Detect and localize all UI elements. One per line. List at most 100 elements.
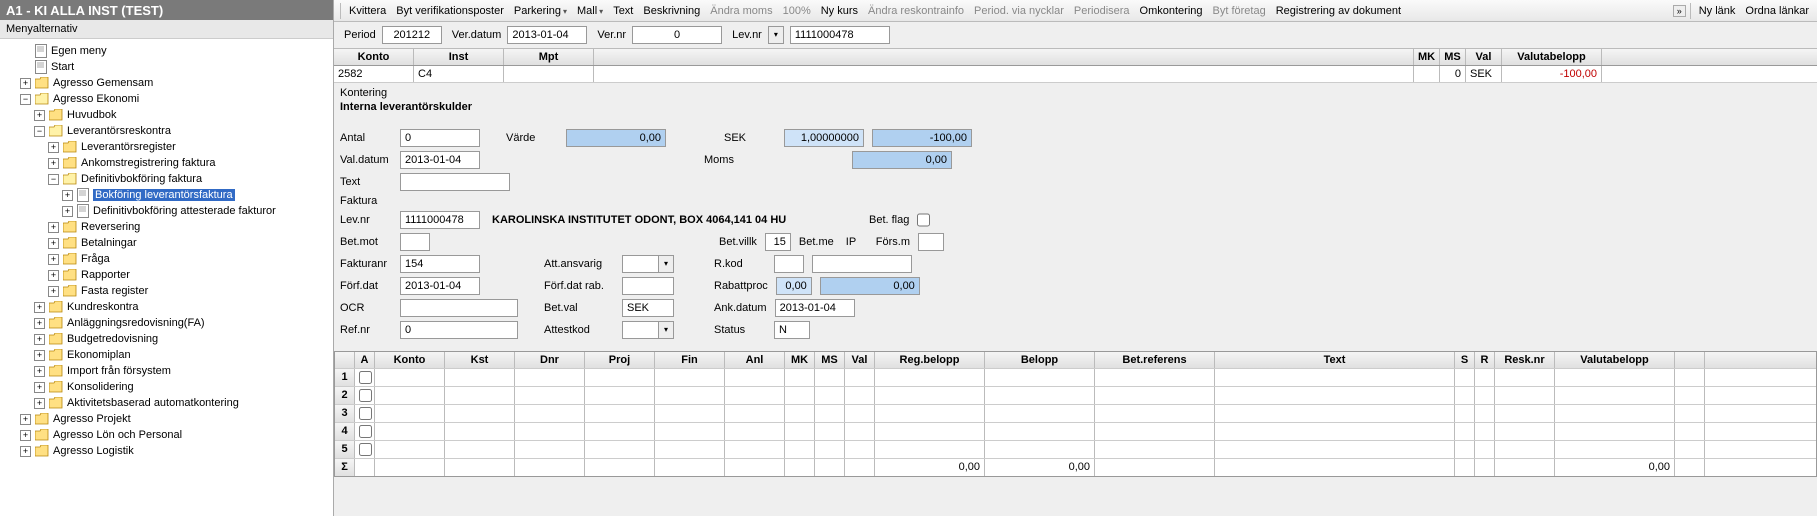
attestkod-input[interactable] (622, 321, 658, 339)
grid2-header-cell[interactable]: Anl (725, 352, 785, 368)
tree-toggle-icon[interactable]: + (34, 302, 45, 313)
verdatum-input[interactable] (507, 26, 587, 44)
sek1-input[interactable] (784, 129, 864, 147)
refnr-input[interactable] (400, 321, 518, 339)
tree-item[interactable]: +Betalningar (0, 235, 333, 251)
toolbar-button[interactable]: Ny länk (1695, 3, 1740, 19)
toolbar-button[interactable]: Text (609, 3, 637, 19)
grid2-header-cell[interactable]: Fin (655, 352, 725, 368)
fakturanr-input[interactable] (400, 255, 480, 273)
moms-input[interactable] (852, 151, 952, 169)
attansvarig-input[interactable] (622, 255, 658, 273)
data-header-cell[interactable]: Val (1466, 49, 1502, 65)
grid2-check[interactable] (355, 369, 375, 386)
tree-toggle-icon[interactable]: + (48, 222, 59, 233)
tree-toggle-icon[interactable]: + (34, 350, 45, 361)
antal-input[interactable] (400, 129, 480, 147)
rkod2-input[interactable] (812, 255, 912, 273)
tree-toggle-icon[interactable]: + (34, 334, 45, 345)
grid2-header-cell[interactable]: Resk.nr (1495, 352, 1555, 368)
tree-item[interactable]: +Anläggningsredovisning(FA) (0, 315, 333, 331)
toolbar-button[interactable]: Ordna länkar (1741, 3, 1813, 19)
toolbar-button[interactable]: Parkering (510, 3, 571, 19)
toolbar-button[interactable]: Kvittera (345, 3, 390, 19)
tree-item[interactable]: +Agresso Logistik (0, 443, 333, 459)
tree-item[interactable]: +Huvudbok (0, 107, 333, 123)
forsm-input[interactable] (918, 233, 944, 251)
tree-item[interactable]: +Budgetredovisning (0, 331, 333, 347)
grid2-header-cell[interactable]: Text (1215, 352, 1455, 368)
tree-item[interactable]: +Ankomstregistrering faktura (0, 155, 333, 171)
data-header-cell[interactable]: Valutabelopp (1502, 49, 1602, 65)
tree-item[interactable]: −Leverantörsreskontra (0, 123, 333, 139)
grid2-header-cell[interactable]: Proj (585, 352, 655, 368)
grid2-check[interactable] (355, 423, 375, 440)
grid2-header-cell[interactable]: A (355, 352, 375, 368)
tree-item[interactable]: +Rapporter (0, 267, 333, 283)
tree-toggle-icon[interactable]: + (20, 446, 31, 457)
sek2-input[interactable] (872, 129, 972, 147)
ocr-input[interactable] (400, 299, 518, 317)
varde-input[interactable] (566, 129, 666, 147)
toolbar-button[interactable]: Mall (573, 3, 607, 19)
betvillk-input[interactable] (765, 233, 791, 251)
grid2-header-cell[interactable]: Belopp (985, 352, 1095, 368)
ankdatum-input[interactable] (775, 299, 855, 317)
data-header-cell[interactable]: MK (1414, 49, 1440, 65)
tree-toggle-icon[interactable]: + (62, 190, 73, 201)
tree-toggle-icon[interactable]: + (34, 398, 45, 409)
grid2-header-cell[interactable]: MK (785, 352, 815, 368)
grid2-check[interactable] (355, 441, 375, 458)
tree-item[interactable]: Egen meny (0, 43, 333, 59)
tree-toggle-icon[interactable]: − (20, 94, 31, 105)
betflag-checkbox[interactable] (917, 211, 930, 229)
forfdat-input[interactable] (400, 277, 480, 295)
attestkod-dd-icon[interactable]: ▾ (658, 321, 674, 339)
grid2-header-cell[interactable] (335, 352, 355, 368)
status-input[interactable] (774, 321, 810, 339)
toolbar-button[interactable]: Byt företag (1209, 3, 1270, 19)
tree-item[interactable]: +Fråga (0, 251, 333, 267)
grid2-header-cell[interactable] (1675, 352, 1705, 368)
text-input[interactable] (400, 173, 510, 191)
toolbar-button[interactable]: Byt verifikationsposter (392, 3, 508, 19)
toolbar-button[interactable]: Periodisera (1070, 3, 1134, 19)
grid2-check[interactable] (355, 387, 375, 404)
betme-input[interactable] (842, 233, 868, 251)
toolbar-overflow-icon[interactable]: » (1673, 5, 1686, 17)
tree-toggle-icon[interactable]: + (20, 78, 31, 89)
grid2-row[interactable]: 1 (335, 368, 1816, 386)
toolbar-button[interactable]: 100% (779, 3, 815, 19)
data-header-cell[interactable] (594, 49, 1414, 65)
tree-item[interactable]: +Bokföring leverantörsfaktura (0, 187, 333, 203)
tree-item[interactable]: −Agresso Ekonomi (0, 91, 333, 107)
forfdatrab-input[interactable] (622, 277, 674, 295)
grid2-header-cell[interactable]: R (1475, 352, 1495, 368)
attansvarig-dd-icon[interactable]: ▾ (658, 255, 674, 273)
data-header-cell[interactable]: Inst (414, 49, 504, 65)
vernr-input[interactable] (632, 26, 722, 44)
tree-item[interactable]: Start (0, 59, 333, 75)
grid2-header-cell[interactable]: Bet.referens (1095, 352, 1215, 368)
tree-item[interactable]: +Ekonomiplan (0, 347, 333, 363)
toolbar-button[interactable]: Ny kurs (817, 3, 862, 19)
grid2-row[interactable]: 2 (335, 386, 1816, 404)
tree-item[interactable]: +Aktivitetsbaserad automatkontering (0, 395, 333, 411)
tree-toggle-icon[interactable]: + (48, 270, 59, 281)
flevnr-input[interactable] (400, 211, 480, 229)
tree-item[interactable]: +Definitivbokföring attesterade fakturor (0, 203, 333, 219)
tree-toggle-icon[interactable]: + (20, 430, 31, 441)
data-row[interactable]: 2582C40SEK-100,00 (334, 66, 1817, 83)
grid2-header-cell[interactable]: MS (815, 352, 845, 368)
grid2-header-cell[interactable]: Reg.belopp (875, 352, 985, 368)
rabatt2-input[interactable] (820, 277, 920, 295)
tree-toggle-icon[interactable]: + (34, 366, 45, 377)
toolbar-button[interactable]: Beskrivning (639, 3, 704, 19)
rabatt1-input[interactable] (776, 277, 812, 295)
levnr-dropdown-icon[interactable]: ▾ (768, 26, 784, 44)
tree-toggle-icon[interactable]: + (48, 286, 59, 297)
betmot-input[interactable] (400, 233, 430, 251)
rkod1-input[interactable] (774, 255, 804, 273)
grid2-header-cell[interactable]: Konto (375, 352, 445, 368)
tree-toggle-icon[interactable]: − (48, 174, 59, 185)
